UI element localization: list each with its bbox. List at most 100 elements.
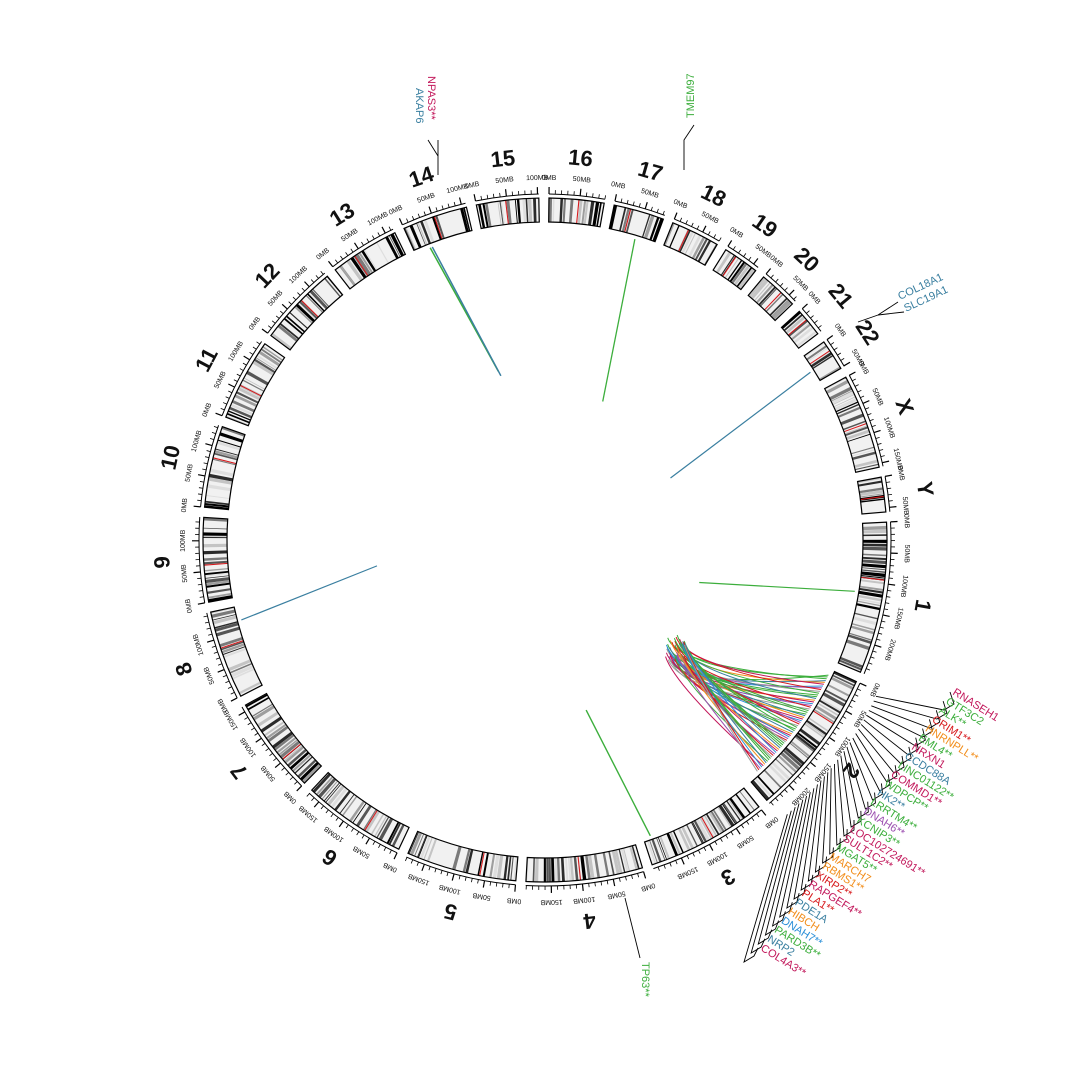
minor-tick: [785, 790, 788, 793]
tick-label: 0MB: [283, 789, 298, 804]
major-tick: [844, 362, 850, 366]
chromosome-name: 9: [149, 555, 175, 569]
minor-tick: [210, 438, 214, 439]
major-tick: [244, 356, 250, 360]
major-tick: [863, 401, 869, 404]
minor-tick: [357, 832, 359, 835]
minor-tick: [207, 451, 211, 452]
major-tick: [228, 384, 234, 387]
major-tick: [218, 670, 224, 673]
major-tick: [846, 711, 852, 714]
minor-tick: [744, 253, 746, 256]
minor-tick: [877, 639, 881, 640]
minor-tick: [276, 316, 279, 319]
major-tick: [810, 762, 815, 766]
cytoband: [546, 858, 548, 882]
chromosome-name: 6: [318, 844, 342, 872]
minor-tick: [225, 681, 229, 683]
minor-tick: [198, 494, 202, 495]
major-tick: [297, 786, 302, 791]
tick-label: 0MB: [465, 181, 481, 191]
chromosome-name: 17: [635, 156, 665, 187]
minor-tick: [273, 758, 276, 761]
chromosome-8: [211, 607, 262, 696]
minor-tick: [878, 443, 882, 444]
label-leader: [625, 898, 640, 958]
minor-tick: [749, 257, 751, 260]
minor-tick: [459, 875, 460, 879]
chromosome-name: 18: [697, 179, 730, 212]
minor-tick: [698, 850, 700, 854]
minor-tick: [340, 256, 342, 259]
tick-label: 0MB: [248, 316, 262, 332]
minor-tick: [785, 288, 788, 291]
minor-tick: [663, 211, 664, 215]
chromosome-20: [748, 277, 792, 321]
minor-tick: [697, 226, 699, 230]
minor-tick: [879, 450, 883, 451]
minor-tick: [775, 798, 778, 801]
links-layer: [241, 239, 854, 836]
minor-tick: [651, 207, 652, 211]
tick-label: 100MB: [191, 429, 204, 453]
minor-tick: [223, 675, 227, 677]
minor-tick: [231, 692, 235, 694]
minor-tick: [886, 597, 890, 598]
minor-tick: [240, 369, 243, 371]
minor-tick: [286, 772, 289, 775]
minor-tick: [757, 814, 759, 817]
minor-tick: [253, 347, 256, 349]
minor-tick: [218, 664, 222, 665]
tick-label: 50MB: [735, 833, 754, 849]
gene-label: TMEM97: [685, 73, 697, 118]
minor-tick: [834, 348, 837, 350]
minor-tick: [881, 621, 885, 622]
minor-tick: [412, 216, 414, 220]
major-tick: [515, 885, 516, 892]
minor-tick: [204, 463, 208, 464]
major-tick: [474, 194, 475, 201]
chromosome-name: 4: [581, 908, 597, 934]
minor-tick: [429, 866, 430, 870]
minor-tick: [221, 408, 225, 410]
tick-label: 50MB: [260, 764, 277, 783]
minor-tick: [205, 457, 209, 458]
minor-tick: [780, 283, 783, 286]
minor-tick: [843, 716, 846, 718]
major-tick: [709, 844, 712, 850]
minor-tick: [857, 689, 861, 691]
tick-label: 50MB: [903, 544, 911, 563]
minor-tick: [738, 250, 740, 253]
minor-tick: [831, 342, 834, 344]
tick-label: 0MB: [181, 498, 189, 513]
minor-tick: [826, 743, 829, 745]
minor-tick: [405, 857, 407, 861]
major-tick: [207, 640, 214, 642]
tick-label: 50MB: [852, 709, 867, 729]
major-tick: [882, 461, 889, 463]
minor-tick: [794, 297, 797, 300]
minor-tick: [880, 627, 884, 628]
minor-tick: [373, 841, 375, 844]
major-tick: [399, 218, 402, 224]
minor-tick: [839, 722, 842, 724]
chromosome-10: [205, 427, 245, 510]
cytoband: [863, 544, 887, 547]
minor-tick: [887, 590, 891, 591]
minor-tick: [708, 231, 710, 235]
minor-tick: [771, 275, 774, 278]
tick-label: 100MB: [239, 736, 258, 758]
minor-tick: [868, 663, 872, 664]
major-tick: [888, 584, 895, 585]
minor-tick: [680, 218, 682, 222]
tick-label: 100MB: [572, 895, 595, 904]
major-tick: [674, 213, 677, 220]
tick-label: 50MB: [495, 176, 514, 185]
tick-label: 0MB: [807, 291, 822, 307]
tick-label: 200MB: [883, 638, 897, 662]
major-tick: [282, 304, 287, 309]
chromosome-name: 15: [489, 145, 516, 173]
minor-tick: [248, 723, 251, 725]
tick-label: 50MB: [870, 387, 884, 407]
tick-label: 150MB: [892, 607, 904, 630]
